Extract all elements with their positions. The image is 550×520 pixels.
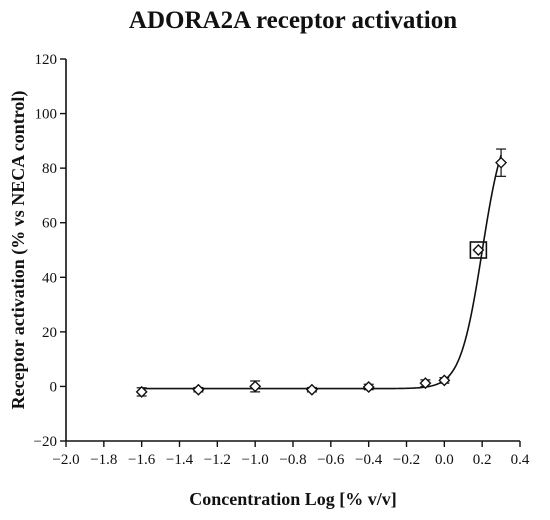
- x-axis-ticks: −2.0 −1.8 −1.6 −1.4 −1.2 −1.0 −0.8 −0.6 −0.4 −0.2…: [52, 441, 530, 468]
- y-axis-ticks: −20 0 20 40 60 80 100 120: [34, 52, 66, 450]
- data-point: [472, 244, 485, 256]
- y-tick-label: 0: [50, 379, 58, 395]
- x-tick-label: 0.2: [473, 452, 492, 468]
- x-axis-label: Concentration Log [% v/v]: [189, 489, 396, 509]
- x-tick-label: −1.2: [204, 452, 231, 468]
- data-point: [362, 380, 375, 393]
- x-tick-label: −0.8: [279, 452, 306, 468]
- y-tick-label: 20: [42, 325, 57, 341]
- data-point: [135, 385, 148, 398]
- data-point: [249, 380, 262, 393]
- x-tick-label: 0.4: [511, 452, 530, 468]
- y-tick-label: −20: [34, 434, 57, 450]
- y-tick-label: 120: [35, 52, 58, 68]
- x-tick-label: −0.6: [317, 452, 345, 468]
- x-tick-label: −0.4: [355, 452, 383, 468]
- x-tick-label: −1.4: [166, 452, 194, 468]
- y-axis-label: Receptor activation (% vs NECA control): [8, 91, 29, 410]
- x-tick-label: −1.0: [242, 452, 269, 468]
- error-bars: [136, 148, 507, 397]
- data-point: [438, 374, 451, 387]
- x-tick-label: −2.0: [52, 452, 79, 468]
- y-tick-label: 100: [35, 107, 58, 123]
- x-tick-label: −1.8: [90, 452, 117, 468]
- axes: [65, 59, 520, 442]
- ec50-highlight-square: [469, 241, 488, 259]
- chart-title: ADORA2A receptor activation: [129, 7, 457, 34]
- y-tick-label: 40: [42, 270, 57, 286]
- x-tick-label: −1.6: [128, 452, 156, 468]
- data-point: [305, 383, 318, 396]
- data-point: [419, 377, 432, 390]
- x-tick-label: 0.0: [435, 452, 454, 468]
- y-tick-label: 60: [42, 216, 57, 232]
- y-tick-label: 80: [42, 161, 57, 177]
- data-point: [192, 383, 205, 396]
- x-tick-label: −0.2: [393, 452, 420, 468]
- fit-curve-line: [141, 154, 502, 390]
- data-points: [135, 156, 508, 398]
- data-point: [495, 156, 508, 169]
